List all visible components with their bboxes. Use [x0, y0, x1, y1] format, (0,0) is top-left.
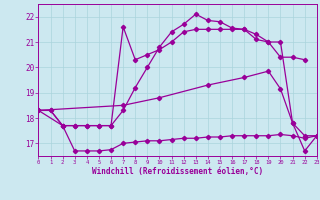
X-axis label: Windchill (Refroidissement éolien,°C): Windchill (Refroidissement éolien,°C) [92, 167, 263, 176]
